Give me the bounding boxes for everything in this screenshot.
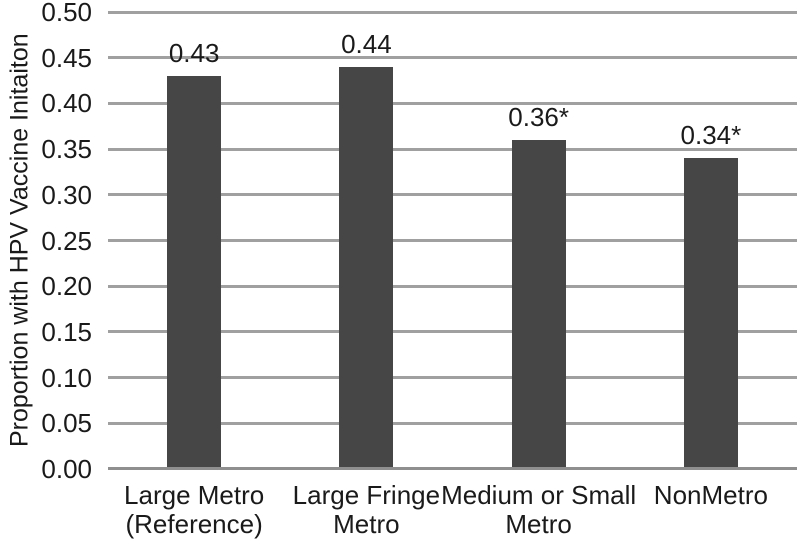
y-tick-label: 0.10 <box>41 362 92 393</box>
gridline <box>108 10 797 14</box>
y-tick-label: 0.05 <box>41 408 92 439</box>
bar <box>511 139 566 469</box>
bar-value-label: 0.36* <box>508 101 569 132</box>
y-tick-label: 0.15 <box>41 316 92 347</box>
bar <box>683 158 738 469</box>
y-axis-tick-labels: 0.50 0.45 0.40 0.35 0.30 0.25 0.20 0.15 0.10 0.05… <box>0 0 96 482</box>
x-category-label: NonMetro <box>653 480 768 510</box>
gridline <box>108 56 797 60</box>
y-tick-label: 0.50 <box>41 0 92 27</box>
plot-area: 0.43 0.44 0.36* 0.34* <box>108 10 797 470</box>
y-tick-label: 0.00 <box>41 454 92 484</box>
bar <box>339 66 394 469</box>
gridline <box>108 421 797 425</box>
y-tick-label: 0.30 <box>41 179 92 210</box>
bar-value-label: 0.44 <box>341 28 392 59</box>
bar <box>167 75 222 469</box>
x-category-label: Large Fringe Metro <box>292 480 441 539</box>
gridline <box>108 239 797 242</box>
y-tick-label: 0.35 <box>41 134 92 165</box>
bar-value-label: 0.43 <box>168 37 220 68</box>
gridline <box>108 284 797 288</box>
gridline <box>108 330 797 334</box>
y-tick-label: 0.40 <box>41 88 92 119</box>
gridline <box>108 101 797 105</box>
x-category-label: Medium or Small Metro <box>441 480 637 539</box>
y-tick-label: 0.25 <box>41 225 92 256</box>
x-category-label: Large Metro (Reference) <box>124 480 265 539</box>
x-axis-category-labels: Large Metro (Reference) Large Fringe Metr… <box>108 481 797 543</box>
bar-value-label: 0.34* <box>680 120 742 151</box>
y-tick-label: 0.20 <box>41 271 92 302</box>
y-tick-label: 0.45 <box>41 42 92 73</box>
gridline <box>108 193 797 197</box>
gridline <box>108 376 797 380</box>
gridline <box>108 147 797 151</box>
x-axis-line <box>108 467 797 470</box>
